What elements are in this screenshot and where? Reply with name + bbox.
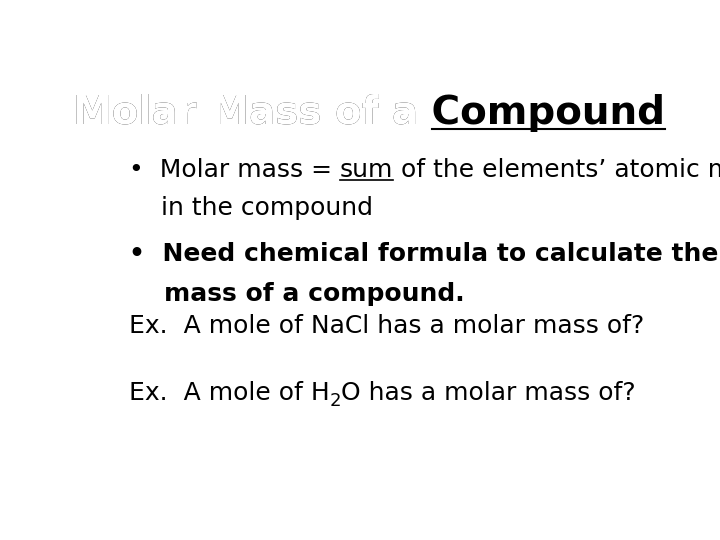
Text: Molar Mass of a: Molar Mass of a bbox=[73, 94, 431, 132]
Text: Ex.  A mole of H: Ex. A mole of H bbox=[129, 381, 330, 405]
Text: mass of a compound.: mass of a compound. bbox=[129, 282, 464, 306]
Text: of the elements’ atomic masses: of the elements’ atomic masses bbox=[393, 158, 720, 183]
Text: •  Molar mass =: • Molar mass = bbox=[129, 158, 340, 183]
Text: O has a molar mass of?: O has a molar mass of? bbox=[341, 381, 636, 405]
Text: Molar Mass of a Compound: Molar Mass of a Compound bbox=[73, 94, 665, 132]
Text: in the compound: in the compound bbox=[129, 196, 373, 220]
Text: •  Need chemical formula to calculate the molar: • Need chemical formula to calculate the… bbox=[129, 241, 720, 266]
Text: Ex.  A mole of NaCl has a molar mass of?: Ex. A mole of NaCl has a molar mass of? bbox=[129, 314, 644, 338]
Text: sum: sum bbox=[340, 158, 393, 183]
Text: 2: 2 bbox=[330, 393, 341, 410]
